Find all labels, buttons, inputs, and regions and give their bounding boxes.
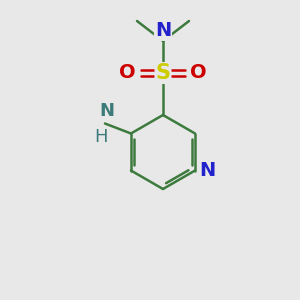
Text: S: S xyxy=(155,63,170,83)
Text: H: H xyxy=(94,128,108,146)
Text: O: O xyxy=(190,64,207,83)
Text: N: N xyxy=(155,21,171,40)
Text: N: N xyxy=(199,161,215,180)
Text: N: N xyxy=(100,103,115,121)
Text: O: O xyxy=(119,64,136,83)
